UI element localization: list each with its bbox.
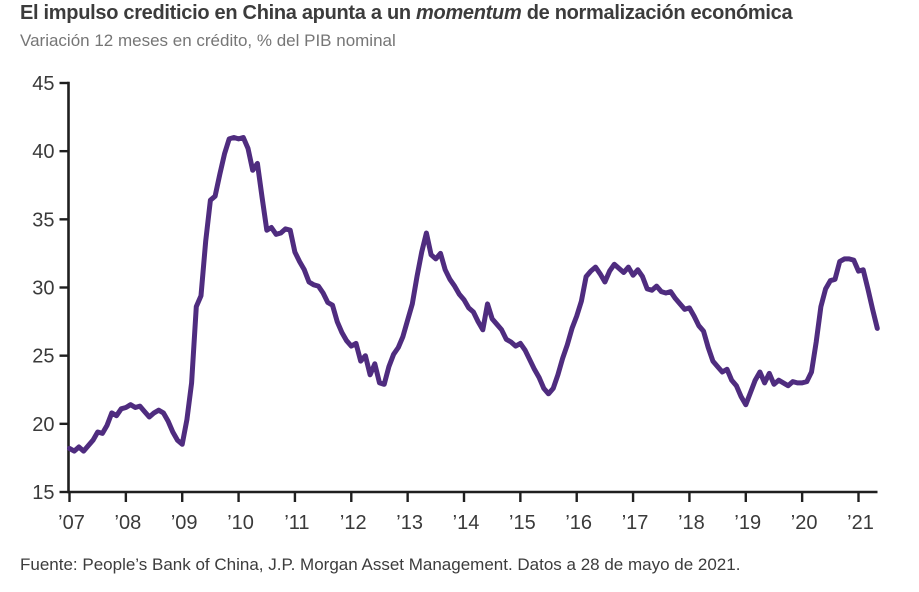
title-italic-word: momentum xyxy=(416,2,522,24)
svg-text:’14: ’14 xyxy=(453,512,480,534)
title-text: El impulso crediticio en China apunta a … xyxy=(20,2,417,24)
svg-text:’17: ’17 xyxy=(622,512,649,534)
svg-text:45: 45 xyxy=(32,73,54,95)
svg-text:’18: ’18 xyxy=(678,512,705,534)
y-axis-labels: 15 20 25 30 35 40 45 xyxy=(32,73,54,504)
svg-text:’19: ’19 xyxy=(734,512,761,534)
svg-text:35: 35 xyxy=(32,209,54,231)
svg-text:’15: ’15 xyxy=(509,512,536,534)
chart-subtitle: Variación 12 meses en crédito, % del PIB… xyxy=(20,31,396,50)
svg-text:’21: ’21 xyxy=(847,512,874,534)
title-text-end: de normalización económica xyxy=(521,2,793,24)
svg-text:20: 20 xyxy=(32,414,54,436)
svg-text:’07: ’07 xyxy=(58,512,85,534)
svg-text:40: 40 xyxy=(32,141,54,163)
credit-line xyxy=(67,135,880,454)
svg-text:’12: ’12 xyxy=(340,512,367,534)
svg-text:30: 30 xyxy=(32,278,54,300)
svg-text:15: 15 xyxy=(32,482,54,504)
page-title: El impulso crediticio en China apunta a … xyxy=(20,2,793,25)
svg-text:25: 25 xyxy=(32,346,54,368)
svg-text:’09: ’09 xyxy=(171,512,198,534)
axis-spines xyxy=(67,81,878,494)
svg-text:’16: ’16 xyxy=(565,512,592,534)
svg-text:’11: ’11 xyxy=(284,512,309,534)
svg-text:’13: ’13 xyxy=(396,512,423,534)
y-axis-ticks xyxy=(59,81,69,494)
svg-text:’10: ’10 xyxy=(227,512,254,534)
svg-text:’08: ’08 xyxy=(115,512,142,534)
x-axis-labels: ’07 ’08 ’09 ’10 ’11 ’12 ’13 ’14 ’15 ’16 ’17 ’18 ’19 ’… xyxy=(58,512,874,534)
x-axis-ticks xyxy=(68,492,860,502)
svg-text:’20: ’20 xyxy=(791,512,818,534)
source-note: Fuente: People’s Bank of China, J.P. Mor… xyxy=(20,555,741,574)
